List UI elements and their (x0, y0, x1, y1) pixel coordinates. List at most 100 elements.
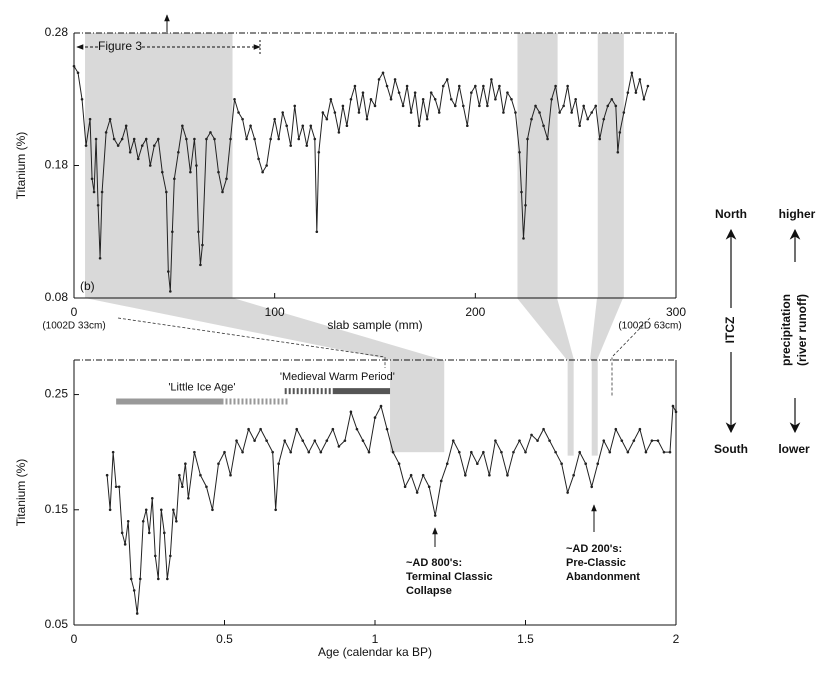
data-point (650, 439, 654, 442)
data-point (221, 190, 224, 194)
data-point (156, 137, 160, 141)
data-point (253, 439, 256, 442)
data-point (329, 97, 333, 101)
data-point (464, 473, 467, 477)
shaded-region (85, 33, 233, 298)
data-point (177, 150, 180, 154)
data-point (148, 164, 152, 167)
data-point (482, 450, 485, 454)
data-point (88, 117, 92, 121)
data-point (249, 124, 252, 128)
panel-label: (b) (80, 279, 95, 293)
data-point (494, 439, 497, 442)
data-point (96, 203, 100, 207)
data-point (184, 462, 187, 465)
data-point (171, 230, 174, 234)
data-point (156, 577, 160, 581)
data-point (610, 97, 614, 101)
data-point (141, 520, 145, 523)
data-point (401, 104, 405, 108)
data-point (313, 439, 317, 442)
shaded-region (567, 360, 574, 456)
x-tick-label: 300 (666, 305, 686, 319)
data-point (626, 91, 630, 94)
data-point (321, 111, 325, 114)
data-point (108, 117, 112, 121)
data-point (169, 554, 172, 558)
data-point (175, 520, 178, 523)
data-point (578, 450, 581, 454)
data-point (305, 144, 309, 147)
data-point (514, 111, 517, 114)
data-point (397, 462, 401, 465)
data-point (429, 91, 433, 94)
x-tick-label: 200 (465, 305, 485, 319)
data-point (524, 203, 527, 207)
data-point (562, 104, 565, 108)
data-point (638, 427, 642, 431)
data-point (445, 78, 449, 81)
data-point (144, 508, 148, 512)
data-point (630, 71, 634, 75)
data-point (373, 416, 377, 419)
data-point (606, 104, 610, 108)
data-point (377, 78, 381, 81)
data-point (132, 589, 136, 592)
data-point (135, 612, 139, 615)
data-point (554, 450, 557, 454)
data-point (498, 84, 501, 88)
side-label: ITCZ (723, 317, 737, 344)
y-tick-label: 0.28 (45, 25, 69, 39)
data-point (500, 450, 503, 454)
data-point (457, 84, 461, 88)
event-label: Terminal Classic (406, 571, 493, 583)
shaded-region (591, 360, 598, 456)
data-point (381, 71, 385, 75)
data-point (241, 117, 244, 121)
data-point (566, 491, 569, 494)
data-point (427, 485, 431, 489)
data-point (237, 111, 240, 114)
data-point (554, 84, 557, 88)
data-point (369, 97, 373, 101)
data-point (349, 97, 353, 101)
y-tick-label: 0.15 (45, 502, 69, 516)
data-point (433, 514, 437, 517)
data-point (274, 508, 277, 512)
data-point (524, 450, 527, 454)
data-point (530, 117, 533, 121)
side-label: higher (779, 207, 816, 221)
data-point (140, 144, 144, 147)
data-point (526, 137, 529, 141)
chart: 0.08 0.18 0.28 0 100 200 300 slab sample (mm) Ti… (14, 25, 686, 332)
data-point (150, 496, 154, 500)
data-point (578, 124, 581, 128)
data-point (349, 410, 353, 414)
data-point (574, 97, 577, 101)
data-point (566, 84, 569, 88)
data-point (283, 439, 287, 442)
data-point (441, 84, 445, 88)
data-point (542, 124, 545, 128)
x-tick-label: 0.5 (216, 632, 233, 646)
data-point (582, 104, 585, 108)
data-point (285, 124, 289, 128)
data-point (245, 137, 248, 141)
data-point (550, 97, 553, 101)
data-point (120, 137, 124, 141)
data-point (638, 78, 642, 81)
x-tick-label: 0 (71, 305, 78, 319)
data-point (185, 137, 188, 141)
x-tick-label: 1.5 (517, 632, 534, 646)
data-point (520, 190, 523, 194)
y-tick-label: 0.05 (45, 617, 69, 631)
connectors (85, 298, 651, 396)
data-point (421, 473, 425, 477)
data-point (277, 462, 280, 465)
x-tick-label: 1 (372, 632, 379, 646)
data-point (671, 404, 675, 408)
data-point (445, 462, 449, 465)
data-point (425, 117, 429, 121)
data-point (510, 97, 513, 101)
